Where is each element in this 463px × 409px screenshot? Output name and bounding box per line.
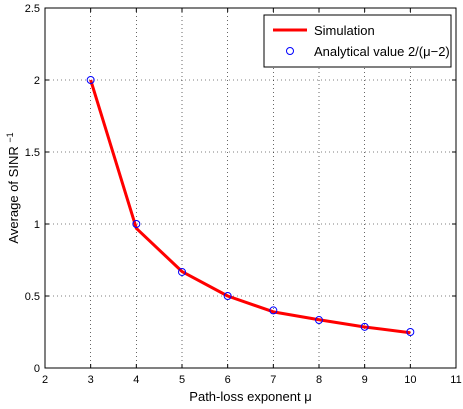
data-point-analytical — [132, 220, 141, 228]
legend-label-simulation: Simulation — [314, 23, 375, 38]
data-series — [86, 76, 415, 336]
legend: Simulation Analytical value 2/(μ−2) — [263, 14, 452, 68]
x-tick-label: 7 — [270, 374, 276, 386]
x-tick-label: 5 — [179, 374, 185, 386]
legend-analytical-swatch — [286, 47, 294, 55]
x-tick-label: 8 — [316, 374, 322, 386]
y-tick-label: 0 — [34, 363, 40, 375]
y-tick-label: 0.5 — [25, 291, 40, 303]
y-axis-label-superscript: −1 — [5, 132, 15, 142]
axis-ticks: 2 3 4 5 6 7 8 9 10 11 0 0.5 1 1.5 2 2.5 — [25, 3, 462, 386]
y-tick-label: 1 — [34, 219, 40, 231]
data-point-analytical — [223, 292, 232, 300]
x-tick-label: 6 — [225, 374, 231, 386]
data-point-analytical — [315, 316, 323, 325]
x-axis-label: Path-loss exponent μ — [189, 389, 311, 404]
x-tick-label: 4 — [133, 374, 139, 386]
legend-label-analytical: Analytical value 2/(μ−2) — [314, 44, 450, 59]
data-point-analytical — [86, 76, 95, 84]
y-tick-label: 1.5 — [25, 147, 40, 159]
x-tick-label: 11 — [450, 374, 461, 386]
x-tick-label: 9 — [362, 374, 368, 386]
data-point-analytical — [406, 328, 415, 336]
y-tick-label: 2.5 — [25, 3, 40, 15]
y-axis-label: Average of SINR −1 — [5, 132, 21, 243]
x-tick-label: 10 — [404, 374, 416, 386]
legend-box — [263, 14, 452, 68]
x-tick-label: 3 — [88, 374, 94, 386]
data-point-analytical — [360, 322, 369, 331]
data-point-analytical — [269, 306, 278, 315]
series-line-simulation — [89, 79, 411, 335]
y-tick-label: 2 — [34, 75, 40, 87]
plot-area-frame — [44, 7, 457, 369]
x-tick-label: 2 — [42, 374, 48, 386]
y-axis-label-text: Average of SINR — [6, 146, 21, 243]
data-point-analytical — [178, 267, 186, 276]
